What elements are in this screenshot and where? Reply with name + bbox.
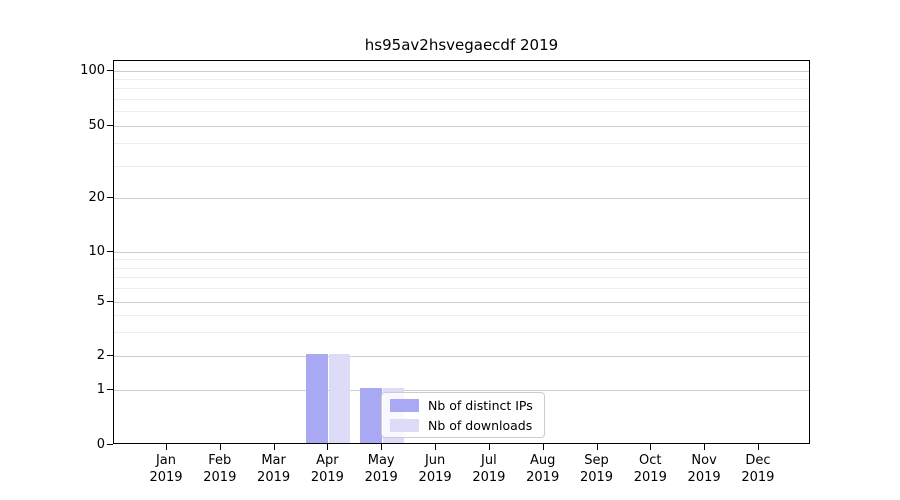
y-major-gridline (114, 389, 809, 391)
x-tick-year: 2019 (472, 470, 506, 485)
chart-title: hs95av2hsvegaecdf 2019 (364, 36, 559, 54)
y-tick-label: 1 (96, 381, 105, 397)
y-minor-gridline (114, 88, 809, 90)
x-tick-month: Aug (529, 453, 556, 468)
y-major-gridline (114, 251, 809, 253)
x-tick-label: Oct 2019 (615, 452, 685, 486)
y-tick-label: 2 (96, 347, 105, 363)
x-tick-year: 2019 (149, 470, 183, 485)
x-tick-mark (327, 444, 329, 450)
legend: Nb of distinct IPs Nb of downloads (381, 392, 545, 438)
y-tick-label: 10 (88, 243, 105, 259)
x-tick-label: Mar 2019 (239, 452, 309, 486)
y-minor-gridline (114, 267, 809, 269)
x-tick-year: 2019 (579, 470, 614, 485)
x-tick-mark (381, 444, 383, 450)
x-tick-mark (596, 444, 598, 450)
x-tick-month: May (367, 453, 395, 468)
x-tick-month: Feb (208, 453, 232, 468)
x-tick-label: Aug 2019 (508, 452, 578, 486)
x-tick-label: Dec 2019 (723, 452, 793, 486)
bar-may-series-0 (360, 388, 382, 443)
x-tick-year: 2019 (526, 470, 560, 485)
y-minor-gridline (114, 78, 809, 80)
x-tick-year: 2019 (310, 470, 344, 485)
y-tick-label: 50 (88, 117, 105, 133)
x-tick-mark (166, 444, 167, 450)
x-tick-label: Jul 2019 (454, 452, 524, 486)
y-tick-label: 0 (96, 436, 105, 452)
x-tick-mark (542, 444, 544, 450)
legend-label-distinct-ips: Nb of distinct IPs (428, 397, 533, 413)
x-tick-year: 2019 (633, 470, 667, 485)
x-tick-label: May 2019 (346, 452, 416, 486)
y-minor-gridline (114, 277, 809, 279)
x-tick-label: Feb 2019 (185, 452, 255, 486)
y-minor-gridline (114, 314, 809, 316)
legend-item-distinct-ips: Nb of distinct IPs (390, 397, 536, 414)
y-minor-gridline (114, 331, 809, 333)
x-tick-label: Jan 2019 (131, 452, 201, 486)
x-tick-mark (650, 444, 652, 450)
bars-layer (114, 61, 809, 443)
x-tick-year: 2019 (741, 470, 775, 485)
legend-item-downloads: Nb of downloads (390, 417, 536, 434)
x-tick-year: 2019 (418, 470, 452, 485)
x-tick-month: Sep (584, 453, 609, 468)
x-tick-mark (219, 444, 221, 450)
y-tick-mark (107, 444, 113, 445)
y-minor-gridline (114, 111, 809, 112)
x-tick-year: 2019 (364, 470, 398, 485)
x-tick-month: Nov (691, 453, 717, 468)
y-major-gridline (114, 197, 809, 199)
x-tick-month: Mar (261, 453, 286, 468)
y-major-gridline (114, 125, 809, 127)
x-tick-month: Jan (155, 453, 177, 468)
y-tick-label: 5 (96, 293, 105, 309)
legend-label-downloads: Nb of downloads (428, 417, 533, 433)
x-tick-mark (435, 444, 437, 450)
plot-area (113, 60, 810, 444)
x-tick-year: 2019 (257, 470, 291, 485)
x-tick-mark (488, 444, 490, 450)
y-minor-gridline (114, 143, 809, 144)
x-tick-month: Oct (639, 453, 662, 468)
x-tick-label: Jun 2019 (400, 452, 470, 486)
y-minor-gridline (114, 98, 809, 100)
y-minor-gridline (114, 165, 809, 167)
x-tick-month: Dec (745, 453, 771, 468)
legend-swatch-downloads-icon (390, 418, 419, 432)
x-tick-label: Sep 2019 (562, 452, 632, 486)
grid-layer (114, 61, 809, 443)
y-tick-label: 100 (80, 62, 105, 78)
y-minor-gridline (114, 288, 809, 290)
y-major-gridline (114, 70, 809, 72)
x-tick-mark (273, 444, 275, 450)
x-tick-year: 2019 (687, 470, 721, 485)
x-tick-month: Jun (424, 453, 446, 468)
x-tick-label: Nov 2019 (669, 452, 739, 486)
x-tick-mark (757, 444, 759, 450)
y-major-gridline (114, 301, 809, 303)
x-tick-label: Apr 2019 (292, 452, 362, 486)
legend-swatch-distinct-ips-icon (390, 398, 419, 412)
bar-apr-series-0 (306, 354, 328, 443)
bar-apr-series-1 (328, 354, 351, 443)
x-tick-month: Apr (316, 453, 339, 468)
x-tick-mark (704, 444, 706, 450)
y-major-gridline (114, 355, 809, 357)
y-tick-label: 20 (88, 189, 105, 205)
y-minor-gridline (114, 259, 809, 261)
x-tick-month: Jul (481, 453, 497, 468)
x-tick-year: 2019 (203, 470, 237, 485)
